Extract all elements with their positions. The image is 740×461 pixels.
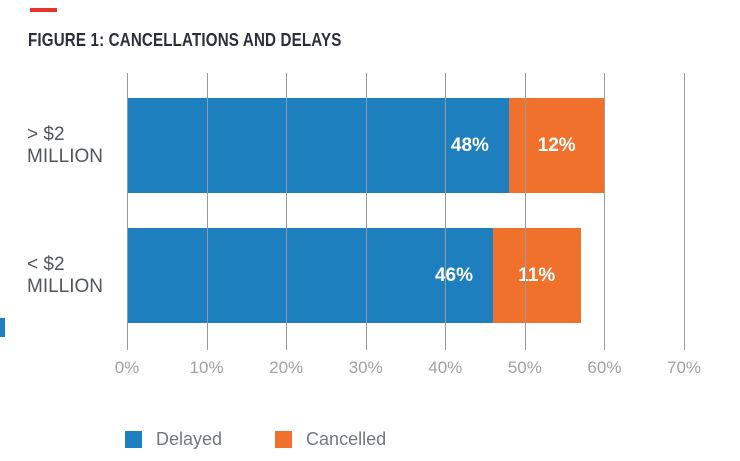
bar-segment-delayed: 46%	[127, 228, 494, 323]
plot-area: 48% 12% 46% 11%	[127, 73, 685, 350]
category-line-1: < $2	[27, 253, 65, 275]
x-tick-label: 30%	[348, 358, 383, 377]
gridline	[684, 73, 685, 350]
bar-segment-cancelled: 11%	[493, 228, 581, 323]
x-tick-label: 10%	[189, 358, 224, 377]
x-tick-label: 60%	[587, 358, 622, 377]
x-tick-label: 70%	[666, 358, 702, 377]
gridline	[206, 73, 208, 350]
gridline	[445, 73, 447, 350]
bar-value-label-cancelled: 11%	[518, 264, 556, 286]
category-line-2: MILLION	[27, 145, 104, 167]
x-tick-label: 50%	[507, 358, 542, 377]
legend-swatch-delayed	[125, 431, 142, 448]
bar-row-gt-2-million: 48% 12%	[127, 98, 684, 193]
x-tick-label: 40%	[428, 358, 463, 377]
category-line-2: MILLION	[27, 275, 104, 297]
figure-title-text: FIGURE 1: CANCELLATIONS AND DELAYS	[28, 30, 342, 50]
gridline	[524, 73, 526, 350]
bar-row-lt-2-million: 46% 11%	[127, 228, 684, 323]
page-edge-blue-fragment	[0, 318, 5, 337]
legend-label-delayed: Delayed	[156, 429, 223, 449]
legend-label-cancelled: Cancelled	[306, 429, 387, 449]
category-label-lt-2-million: < $2 MILLION	[27, 228, 123, 323]
gridline	[286, 73, 288, 350]
gridline	[365, 73, 367, 350]
bar-segment-cancelled: 12%	[508, 98, 605, 193]
bar-value-label-delayed: 46%	[434, 264, 474, 286]
category-label-gt-2-million: > $2 MILLION	[27, 98, 123, 193]
x-tick-label: 0%	[114, 358, 140, 377]
bar-value-label-delayed: 48%	[450, 134, 489, 156]
bar-segment-delayed: 48%	[127, 98, 509, 193]
legend-item-delayed: Delayed	[125, 429, 222, 450]
page-accent-red-dash	[30, 8, 57, 12]
gridline	[127, 73, 128, 350]
legend-swatch-cancelled	[275, 431, 293, 448]
bar-value-label-cancelled: 12%	[537, 134, 576, 156]
x-axis: 0% 10% 20% 30% 40% 50% 60% 70%	[115, 358, 701, 382]
category-line-1: > $2	[27, 123, 65, 145]
legend-item-cancelled: Cancelled	[275, 429, 386, 450]
gridline	[604, 73, 606, 350]
figure-title: FIGURE 1: CANCELLATIONS AND DELAYS	[28, 30, 401, 51]
legend: Delayed Cancelled	[125, 429, 386, 450]
x-tick-label: 20%	[269, 358, 304, 377]
